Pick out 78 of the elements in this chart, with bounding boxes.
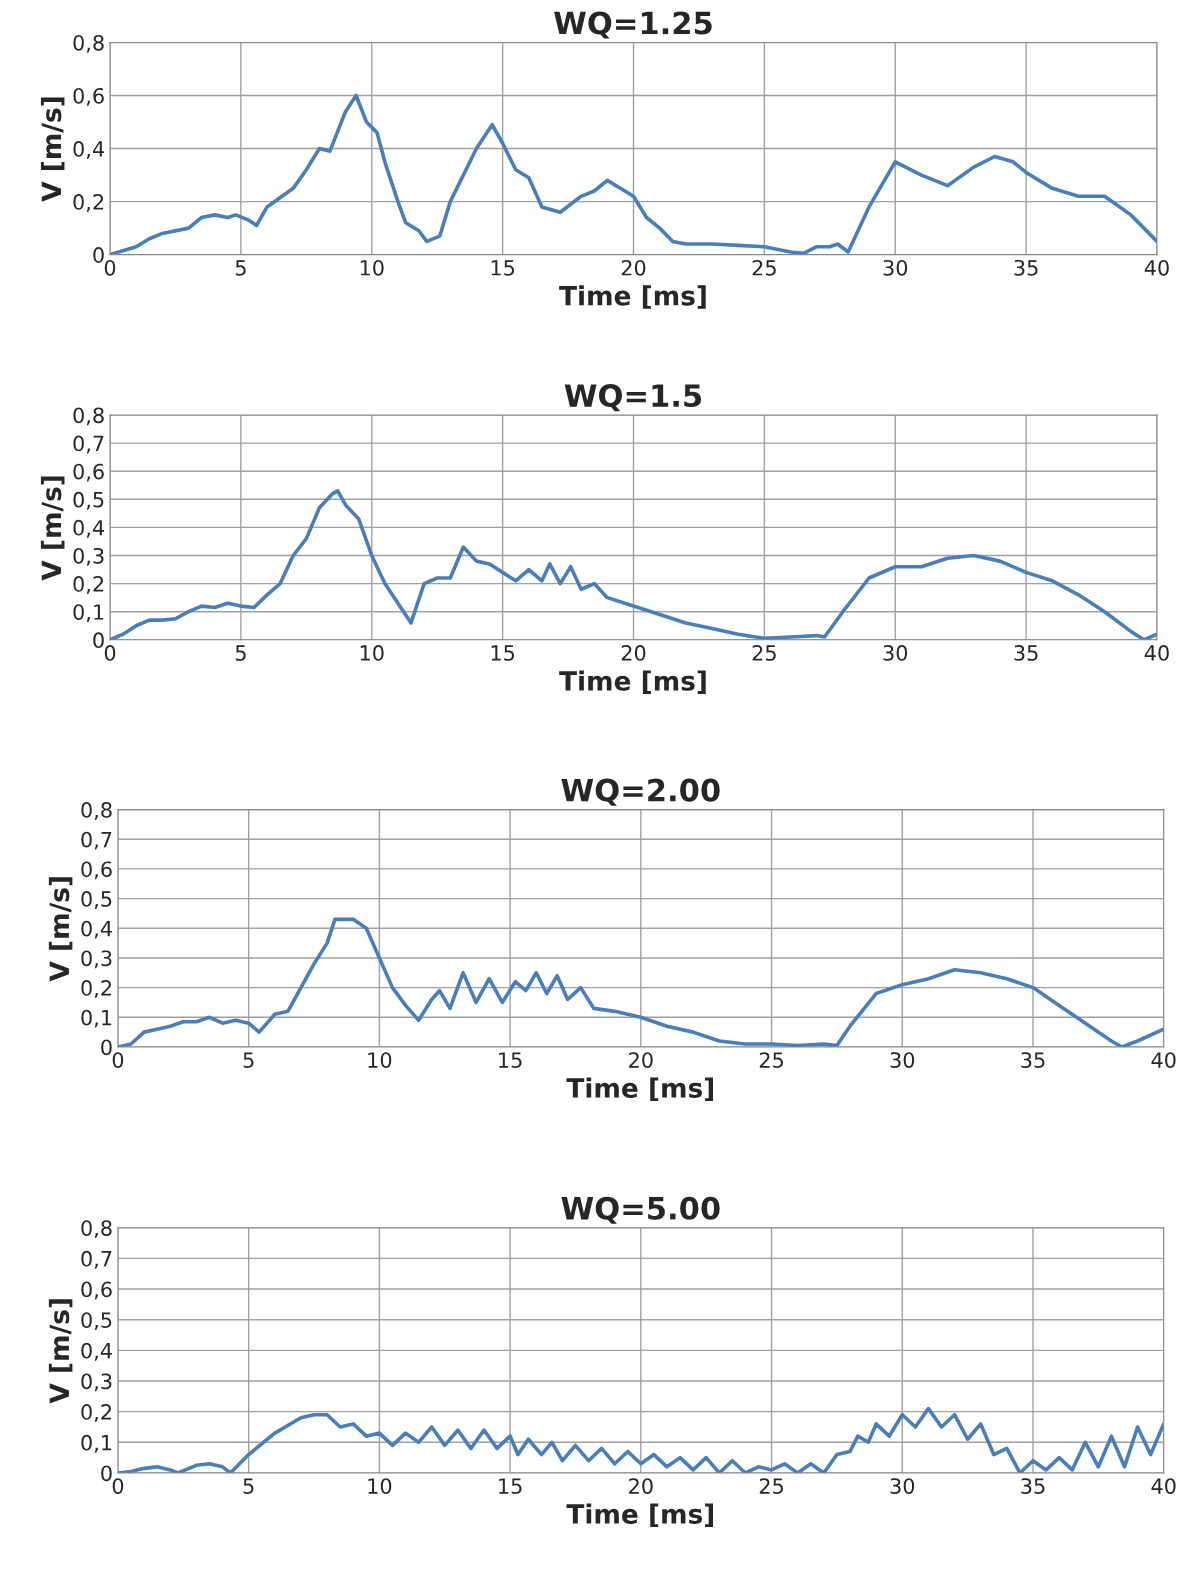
x-tick-label: 30 — [883, 259, 908, 276]
x-tick-label: 0 — [112, 1478, 124, 1494]
y-axis-title: V [m/s] — [40, 97, 65, 202]
y-tick-label: 0,5 — [81, 891, 112, 909]
x-axis-title: Time [ms] — [566, 1077, 714, 1102]
x-tick-label: 35 — [1021, 1052, 1045, 1068]
y-tick-label: 0,3 — [73, 547, 104, 566]
y-tick-label: 0,1 — [81, 1009, 112, 1028]
x-tick-label: 30 — [890, 1478, 915, 1494]
y-tick-label: 0,5 — [81, 1312, 112, 1331]
x-tick-label: 10 — [360, 645, 384, 661]
x-tick-label: 15 — [491, 645, 515, 661]
y-tick-label: 0,8 — [81, 802, 112, 820]
x-tick-label: 5 — [235, 645, 246, 661]
y-tick-label: 0 — [93, 247, 104, 263]
x-tick-label: 30 — [890, 1052, 915, 1068]
y-tick-label: 0,6 — [73, 87, 104, 106]
chart-title: WQ=1.5 — [564, 384, 702, 412]
chart-title: WQ=5.00 — [561, 1196, 720, 1224]
y-tick-label: 0,6 — [81, 1281, 112, 1300]
y-tick-label: 0 — [101, 1465, 112, 1482]
x-tick-label: 35 — [1014, 259, 1038, 276]
y-tick-label: 0,5 — [73, 491, 104, 510]
y-axis-title: V [m/s] — [48, 1299, 73, 1404]
x-tick-label: 20 — [621, 259, 646, 276]
x-tick-label: 20 — [629, 1052, 653, 1068]
y-tick-label: 0,6 — [81, 861, 112, 880]
y-tick-label: 0,8 — [73, 34, 104, 53]
y-tick-label: 0,3 — [81, 1373, 112, 1392]
y-axis-title: V [m/s] — [40, 476, 65, 581]
x-tick-label: 10 — [368, 1478, 392, 1494]
x-tick-label: 40 — [1144, 259, 1169, 276]
y-tick-label: 0,2 — [81, 980, 111, 998]
y-tick-label: 0,7 — [73, 435, 104, 454]
x-tick-label: 15 — [491, 260, 515, 276]
y-tick-label: 0,1 — [81, 1434, 112, 1453]
x-tick-label: 25 — [759, 1052, 783, 1068]
x-tick-label: 15 — [499, 1052, 522, 1068]
y-tick-label: 0,4 — [81, 920, 112, 939]
x-tick-label: 40 — [1151, 1478, 1176, 1494]
x-tick-label: 5 — [243, 1052, 254, 1068]
y-tick-label: 0,6 — [73, 463, 104, 482]
y-tick-label: 0,2 — [73, 576, 104, 594]
x-tick-label: 5 — [235, 260, 246, 276]
y-axis-title: V [m/s] — [48, 877, 73, 982]
x-tick-label: 25 — [752, 645, 776, 661]
y-tick-label: 0,8 — [73, 407, 104, 426]
y-tick-label: 0,2 — [81, 1404, 111, 1422]
y-tick-label: 0,4 — [81, 1342, 112, 1361]
y-tick-label: 0,1 — [73, 604, 104, 623]
x-axis-title: Time [ms] — [559, 285, 706, 309]
chart-title: WQ=1.25 — [554, 11, 712, 39]
y-tick-label: 0 — [101, 1039, 112, 1056]
x-tick-label: 40 — [1151, 1052, 1176, 1068]
x-tick-label: 20 — [621, 645, 646, 661]
x-tick-label: 30 — [883, 645, 908, 661]
x-tick-label: 20 — [629, 1478, 653, 1494]
y-tick-label: 0 — [93, 632, 104, 649]
y-tick-label: 0,7 — [81, 831, 112, 850]
chart-title: WQ=2.00 — [561, 778, 720, 806]
x-tick-label: 35 — [1021, 1478, 1045, 1494]
x-axis-title: Time [ms] — [566, 1503, 714, 1528]
x-tick-label: 25 — [752, 259, 776, 276]
x-tick-label: 15 — [499, 1478, 522, 1494]
y-tick-label: 0,4 — [73, 519, 104, 538]
x-tick-label: 5 — [243, 1478, 254, 1494]
y-tick-label: 0,3 — [81, 950, 112, 969]
x-axis-title: Time [ms] — [559, 670, 706, 694]
x-tick-label: 25 — [759, 1478, 783, 1494]
x-tick-label: 40 — [1144, 645, 1169, 661]
y-tick-label: 0,8 — [81, 1220, 112, 1239]
y-tick-label: 0,4 — [73, 141, 104, 159]
y-tick-label: 0,7 — [81, 1250, 112, 1269]
y-tick-label: 0,2 — [73, 194, 104, 212]
x-tick-label: 10 — [368, 1052, 392, 1068]
x-tick-label: 35 — [1014, 645, 1038, 661]
x-tick-label: 0 — [112, 1052, 124, 1068]
x-tick-label: 10 — [360, 259, 384, 276]
